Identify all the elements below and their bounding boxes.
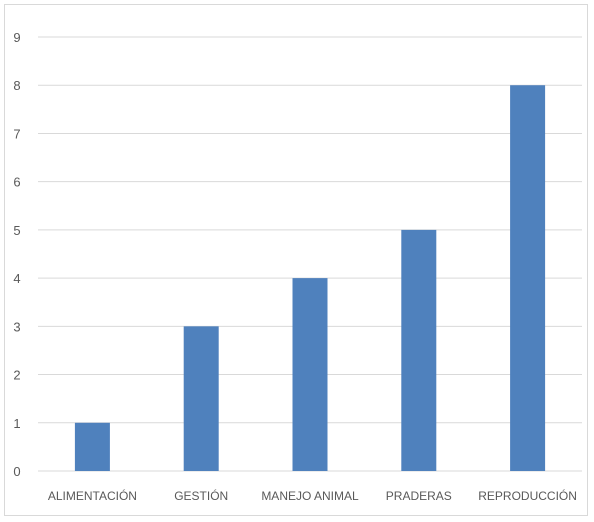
bar xyxy=(292,278,328,471)
bar xyxy=(74,422,110,471)
y-tick-label: 0 xyxy=(13,464,20,479)
x-tick-label: MANEJO ANIMAL xyxy=(261,489,359,503)
x-tick-label: PRADERAS xyxy=(386,489,452,503)
bar xyxy=(510,85,546,471)
y-tick-label: 1 xyxy=(13,416,20,431)
y-tick-label: 3 xyxy=(13,319,20,334)
bar xyxy=(401,229,437,471)
y-tick-label: 8 xyxy=(13,78,20,93)
x-tick-label: ALIMENTACIÓN xyxy=(48,488,137,503)
chart-frame xyxy=(4,4,588,516)
y-tick-label: 2 xyxy=(13,368,20,383)
x-tick-label: GESTIÓN xyxy=(174,488,228,503)
bar xyxy=(183,326,219,471)
y-tick-label: 4 xyxy=(13,271,20,286)
y-tick-label: 6 xyxy=(13,175,20,190)
x-tick-label: REPRODUCCIÓN xyxy=(478,488,577,503)
y-tick-label: 7 xyxy=(13,126,20,141)
y-tick-label: 5 xyxy=(13,223,20,238)
y-tick-label: 9 xyxy=(13,30,20,45)
